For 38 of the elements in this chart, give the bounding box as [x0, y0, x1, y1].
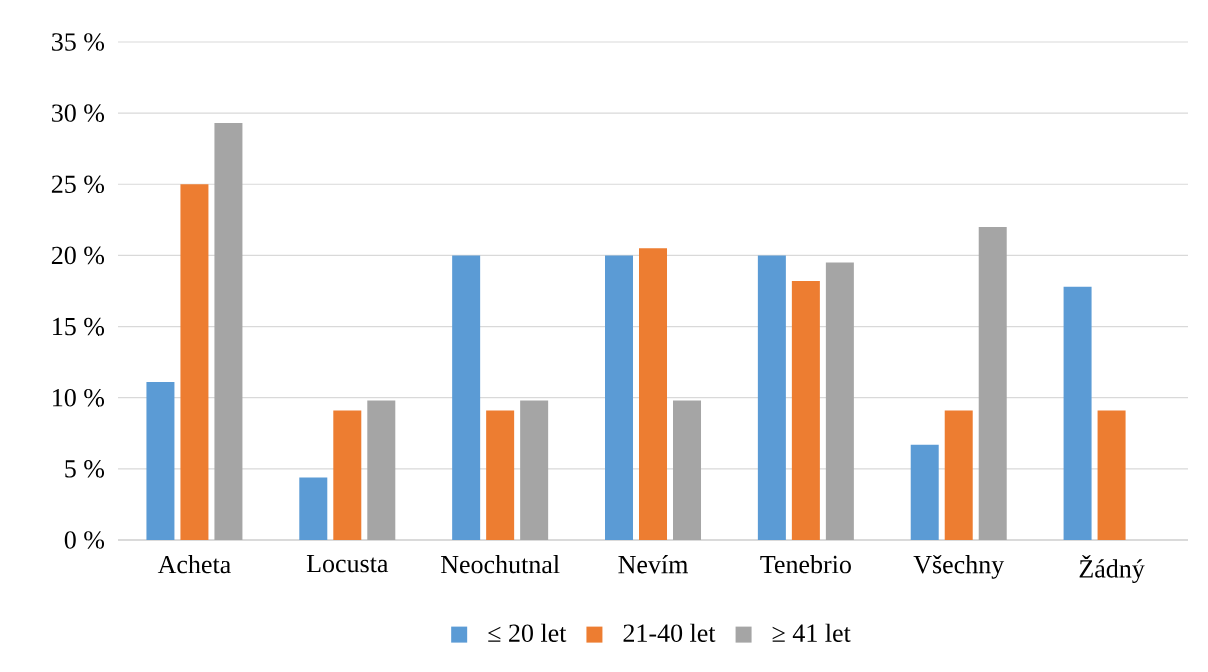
y-tick-label: 20 % — [51, 246, 105, 265]
bar — [673, 400, 702, 540]
bar — [146, 382, 175, 540]
bar — [910, 444, 939, 540]
bar — [639, 248, 668, 540]
y-tick-label: 10 % — [53, 388, 105, 407]
bar — [825, 262, 854, 540]
x-tick-label: Nevím — [618, 555, 688, 574]
bar — [486, 410, 515, 540]
x-tick-label: Tenebrio — [760, 555, 851, 574]
y-tick-label: 5 % — [65, 460, 105, 478]
legend-label: ≤ 20 let — [488, 623, 567, 642]
bar — [520, 400, 549, 540]
x-tick-label: Neochutnal — [440, 555, 560, 574]
bar — [605, 255, 634, 540]
bar — [180, 184, 209, 540]
legend-label: 21-40 let — [623, 623, 716, 642]
x-tick-label: Acheta — [157, 555, 231, 574]
y-tick-label: 0 % — [64, 531, 105, 549]
bar — [944, 410, 973, 540]
bar — [452, 255, 481, 540]
y-tick-label: 30 % — [52, 104, 105, 122]
bar — [1097, 410, 1126, 540]
x-tick-label: Všechny — [913, 555, 1005, 579]
x-tick-label: Locusta — [306, 555, 389, 573]
bar — [1063, 286, 1092, 540]
bar — [333, 410, 362, 540]
bar — [791, 281, 820, 540]
bar — [367, 400, 396, 540]
legend-label: ≥ 41 let — [772, 623, 851, 642]
bar — [978, 226, 1007, 540]
y-tick-label: 15 % — [53, 317, 105, 336]
x-tick-label: Žádný — [1079, 555, 1145, 583]
bar — [214, 123, 243, 540]
y-tick-label: 25 % — [51, 175, 105, 194]
bar — [299, 477, 328, 540]
y-tick-label: 35 % — [52, 33, 105, 51]
bar — [757, 255, 786, 540]
